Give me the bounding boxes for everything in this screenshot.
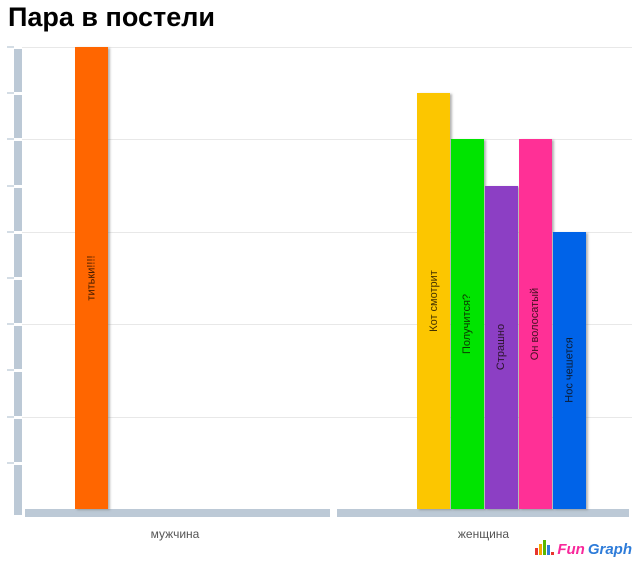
chart-bar: Нос чешется: [553, 231, 586, 509]
logo-text-fun: Fun: [557, 541, 585, 558]
fungraph-logo: Fun Graph: [535, 540, 632, 558]
y-axis-tick: [7, 230, 14, 233]
y-axis-tick: [7, 369, 14, 372]
logo-bar: [539, 544, 543, 555]
chart-title: Пара в постели: [8, 2, 215, 32]
category-label-women: женщина: [457, 527, 510, 541]
y-axis-tick: [7, 46, 14, 48]
logo-bar: [543, 540, 547, 555]
y-axis-tick-gap: [14, 277, 22, 280]
bar-label: Страшно: [495, 324, 508, 371]
bar-label: Кот смотрит: [427, 270, 440, 332]
y-axis-tick: [7, 277, 14, 279]
bar-label: титьки!!!!: [85, 255, 98, 301]
chart-bar: Получится?: [451, 139, 484, 509]
y-axis-tick-gap: [14, 138, 22, 142]
logo-bar: [547, 545, 551, 555]
logo-text-graph: Graph: [587, 541, 632, 558]
fungraph-bars-icon: [535, 540, 555, 558]
gridline: [14, 324, 632, 326]
y-axis-tick-gap: [14, 230, 22, 234]
y-axis-tick-gap: [14, 415, 22, 419]
chart-bar: Он волосатый: [519, 139, 552, 509]
gridline: [14, 139, 632, 141]
y-axis-tick-gap: [14, 461, 22, 465]
chart-bar: Кот смотрит: [417, 93, 450, 509]
logo-dot: [551, 552, 555, 555]
gridline: [14, 416, 632, 418]
y-axis: [14, 48, 22, 515]
bar-label: Нос чешется: [563, 337, 576, 404]
chart-bar: титьки!!!!: [75, 47, 108, 509]
y-axis-tick-gap: [14, 323, 22, 327]
y-axis-tick: [7, 415, 14, 418]
bar-label: Он волосатый: [529, 287, 542, 361]
y-axis-tick: [7, 184, 14, 187]
gridline: [14, 231, 632, 233]
logo-bar: [535, 548, 539, 555]
chart-bar: Страшно: [485, 185, 518, 509]
y-axis-tick-gap: [14, 46, 22, 49]
bar-label: Получится?: [461, 294, 474, 355]
y-axis-tick-gap: [14, 184, 22, 188]
y-axis-tick-gap: [14, 369, 22, 373]
y-axis-tick: [7, 323, 14, 326]
gridline: [14, 47, 632, 48]
y-axis-tick: [7, 461, 14, 464]
category-label-men: мужчина: [150, 527, 200, 541]
x-axis-segment-women: [337, 509, 629, 517]
y-axis-tick-gap: [14, 92, 22, 96]
y-axis-tick: [7, 92, 14, 95]
y-axis-tick: [7, 138, 14, 141]
x-axis-segment-men: [25, 509, 330, 517]
